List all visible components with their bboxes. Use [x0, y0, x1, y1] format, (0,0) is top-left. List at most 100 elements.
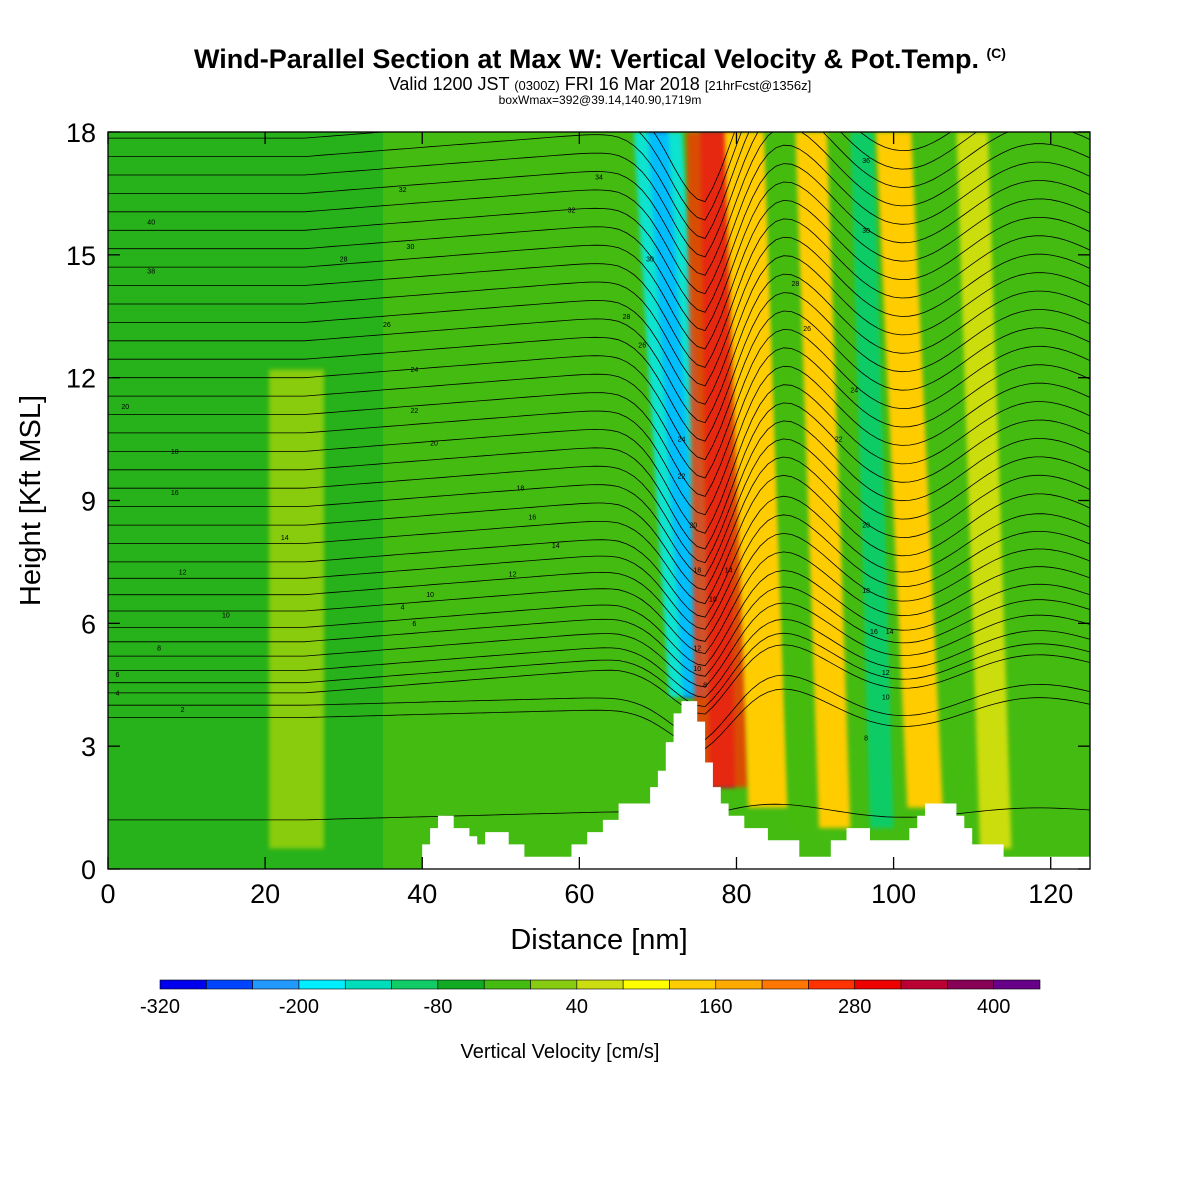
colorbar-swatch: [622, 979, 670, 990]
theta-contour: [108, 144, 1090, 295]
theta-contour: [108, 132, 952, 221]
theta-contour: [108, 570, 1090, 667]
theta-contour-label: 38: [147, 269, 155, 276]
copyright-mark: (C): [986, 45, 1006, 61]
theta-contour: [108, 132, 1090, 258]
theta-contour: [108, 688, 1090, 750]
x-tick-label: 20: [250, 879, 280, 909]
theta-contour-label: 10: [882, 695, 890, 702]
x-tick-label: 0: [100, 879, 115, 909]
theta-contour-label: 40: [147, 220, 155, 227]
vv-feature-band: [850, 132, 894, 829]
theta-contour-label: 14: [725, 568, 733, 575]
colorbar-swatch: [669, 979, 717, 990]
theta-contour: [108, 474, 1090, 605]
plot-area: 2468101214161820202224262830323840461012…: [108, 132, 1090, 869]
theta-contour-label: 32: [399, 187, 407, 194]
theta-contour-label: 16: [171, 490, 179, 497]
theta-contour-label: 26: [803, 326, 811, 333]
theta-contour-label: 30: [407, 244, 415, 251]
theta-contour-label: 2: [181, 707, 185, 714]
theta-contour: [108, 456, 1090, 591]
theta-contour: [108, 132, 978, 239]
theta-contour: [108, 402, 1090, 550]
theta-contour: [108, 181, 1090, 332]
theta-contour-label: 16: [870, 629, 878, 636]
theta-contour: [108, 347, 1090, 497]
theta-contour-label: 18: [171, 449, 179, 456]
colorbar-tick-label: -80: [423, 996, 452, 1018]
theta-contour-label: 18: [693, 568, 701, 575]
theta-contour: [108, 384, 1090, 534]
theta-contour: [108, 132, 1090, 276]
theta-contour-label: 14: [281, 535, 289, 542]
theta-contour-label: 16: [528, 514, 536, 521]
theta-contour-label: 34: [595, 175, 603, 182]
title-text: Wind-Parallel Section at Max W: Vertical…: [194, 44, 979, 74]
theta-contour-label: 14: [552, 543, 560, 550]
colorbar-swatch: [808, 979, 856, 990]
x-tick-label: 120: [1028, 879, 1073, 909]
valid-forecast: [21hrFcst@1356z]: [704, 78, 812, 93]
theta-contour-label: 32: [568, 207, 576, 214]
colorbar-swatch: [900, 979, 948, 990]
colorbar-swatch: [298, 979, 346, 990]
theta-contour-label: 6: [412, 621, 416, 628]
y-tick-label: 12: [66, 364, 96, 394]
theta-contour-label: 16: [709, 596, 717, 603]
theta-contour-label: 6: [115, 672, 119, 679]
theta-contour: [108, 618, 1090, 698]
theta-contour: [108, 632, 1090, 708]
theta-contour: [108, 255, 1090, 405]
theta-contour-label: 20: [121, 404, 129, 411]
vv-feature-band: [795, 132, 851, 829]
theta-contour: [108, 310, 1090, 461]
theta-contour-label: 10: [426, 592, 434, 599]
theta-contour-label: 36: [862, 158, 870, 165]
y-tick-label: 18: [66, 118, 96, 148]
colorbar-title: Vertical Velocity [cm/s]: [461, 1041, 660, 1063]
x-tick-label: 60: [564, 879, 594, 909]
theta-contour: [108, 644, 1090, 715]
field-left-band: [108, 132, 383, 869]
y-axis-title: Height [Kft MSL]: [15, 395, 47, 606]
colorbar: -320 -200 -80 40 160 280 400 Vertical Velocity …: [140, 979, 1041, 1063]
colorbar-tick-label: 160: [699, 996, 732, 1018]
theta-contour-label: 26: [383, 322, 391, 329]
valid-main: Valid 1200 JST: [388, 74, 510, 94]
colorbar-swatch: [437, 979, 485, 990]
y-tick-label: 9: [81, 487, 96, 517]
theta-contour-label: 24: [678, 437, 686, 444]
theta-contour-label: 22: [678, 473, 686, 480]
theta-contour-label: 20: [862, 523, 870, 530]
colorbar-swatch: [391, 979, 439, 990]
y-tick-label: 3: [81, 732, 96, 762]
valid-date: FRI 16 Mar 2018: [564, 74, 700, 94]
theta-contour-label: 28: [623, 314, 631, 321]
x-tick-label: 40: [407, 879, 437, 909]
theta-contour-label: 30: [646, 256, 654, 263]
theta-contour-label: 12: [882, 670, 890, 677]
colorbar-tick-label: -200: [279, 996, 319, 1018]
theta-contour-label: 4: [401, 604, 405, 611]
colorbar-swatch: [483, 979, 531, 990]
theta-contour: [108, 163, 1090, 313]
theta-contour-label: 10: [693, 666, 701, 673]
vv-feature-band: [767, 132, 816, 829]
theta-contour: [108, 292, 1090, 442]
theta-contour-label: 4: [115, 690, 119, 697]
y-tick-label: 0: [81, 855, 96, 885]
valid-utc: (0300Z): [514, 78, 560, 93]
theta-contour-label: 8: [703, 682, 707, 689]
theta-contour: [108, 586, 1090, 677]
colorbar-swatch: [761, 979, 809, 990]
colorbar-swatch: [947, 979, 994, 990]
terrain: [108, 701, 1090, 869]
colorbar-tick-label: -320: [140, 996, 180, 1018]
y-tick-label: 6: [81, 609, 96, 639]
x-tick-label: 100: [871, 879, 916, 909]
theta-contour-label: 24: [850, 387, 858, 394]
theta-contour-label: 24: [410, 367, 418, 374]
